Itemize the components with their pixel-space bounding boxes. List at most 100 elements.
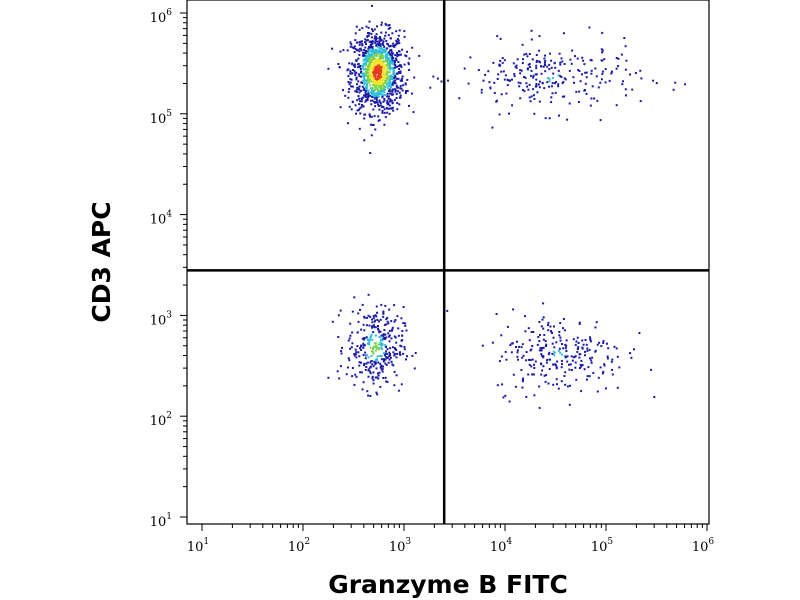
event-point: [379, 366, 382, 369]
event-point: [529, 100, 532, 103]
event-point: [393, 77, 396, 79]
event-point: [503, 78, 506, 81]
event-point: [362, 337, 365, 340]
event-point: [382, 337, 385, 340]
event-point: [550, 330, 552, 333]
event-point: [351, 100, 354, 103]
event-point: [584, 71, 587, 74]
event-point: [395, 374, 398, 377]
event-point: [495, 99, 498, 102]
event-point: [558, 347, 561, 350]
event-point: [365, 85, 368, 88]
event-point: [379, 83, 382, 85]
event-point: [610, 70, 613, 73]
event-point: [377, 115, 380, 118]
event-point: [569, 58, 572, 61]
event-point: [398, 71, 401, 74]
event-point: [374, 48, 377, 51]
event-point: [368, 49, 371, 52]
event-point: [361, 54, 364, 57]
event-point: [377, 60, 380, 63]
event-point: [361, 72, 364, 75]
x-tick-label: 101: [187, 537, 209, 555]
event-point: [563, 63, 566, 65]
event-point: [392, 78, 395, 81]
event-point: [589, 340, 592, 343]
event-point: [371, 84, 374, 86]
event-point: [354, 65, 356, 68]
event-point: [553, 354, 556, 357]
event-point: [374, 341, 377, 344]
event-point: [562, 32, 565, 35]
event-point: [575, 378, 578, 381]
event-point: [367, 55, 370, 58]
event-point: [390, 320, 393, 323]
event-point: [376, 40, 379, 43]
event-point: [371, 93, 373, 96]
event-point: [577, 342, 580, 344]
event-point: [372, 371, 375, 374]
event-point: [379, 89, 382, 92]
event-point: [602, 342, 605, 344]
event-point: [629, 73, 631, 76]
event-point: [576, 348, 579, 350]
event-point: [397, 61, 400, 64]
event-point: [650, 368, 653, 371]
event-point: [576, 57, 579, 60]
event-point: [397, 77, 400, 80]
event-point: [620, 53, 623, 56]
event-point: [351, 62, 354, 65]
event-point: [382, 335, 385, 338]
event-point: [380, 75, 382, 78]
event-point: [360, 70, 362, 73]
event-point: [574, 361, 577, 364]
event-point: [477, 69, 480, 71]
event-point: [356, 331, 359, 334]
event-point: [522, 354, 525, 357]
event-point: [358, 50, 361, 53]
event-point: [380, 334, 383, 337]
event-point: [338, 377, 341, 380]
event-point: [586, 349, 589, 352]
event-point: [388, 77, 391, 79]
event-point: [399, 64, 402, 67]
event-point: [512, 373, 515, 376]
event-point: [355, 356, 358, 359]
event-point: [371, 88, 374, 91]
event-point: [512, 308, 515, 311]
event-point: [384, 60, 387, 63]
event-point: [349, 334, 352, 337]
event-point: [389, 68, 392, 71]
event-point: [360, 89, 363, 92]
event-point: [390, 99, 393, 102]
event-point: [564, 344, 567, 346]
event-point: [347, 357, 350, 360]
event-point: [402, 306, 405, 308]
event-point: [616, 355, 619, 358]
event-point: [574, 55, 576, 58]
event-point: [539, 334, 541, 336]
event-point: [406, 355, 408, 358]
event-point: [377, 96, 380, 98]
event-point: [497, 73, 500, 76]
event-point: [375, 315, 378, 318]
event-point: [367, 89, 370, 92]
event-point: [542, 346, 545, 349]
event-point: [393, 354, 396, 357]
event-point: [378, 47, 381, 50]
event-point: [542, 338, 545, 341]
event-point: [540, 65, 543, 68]
event-point: [510, 342, 513, 345]
event-point: [374, 376, 377, 379]
event-point: [502, 70, 505, 73]
event-point: [362, 74, 364, 77]
event-point: [366, 82, 368, 85]
event-point: [356, 99, 359, 102]
event-point: [395, 84, 398, 87]
event-point: [369, 335, 372, 338]
event-point: [381, 81, 384, 84]
event-point: [535, 73, 538, 76]
event-point: [360, 371, 363, 374]
event-point: [377, 86, 380, 89]
event-point: [372, 72, 375, 75]
